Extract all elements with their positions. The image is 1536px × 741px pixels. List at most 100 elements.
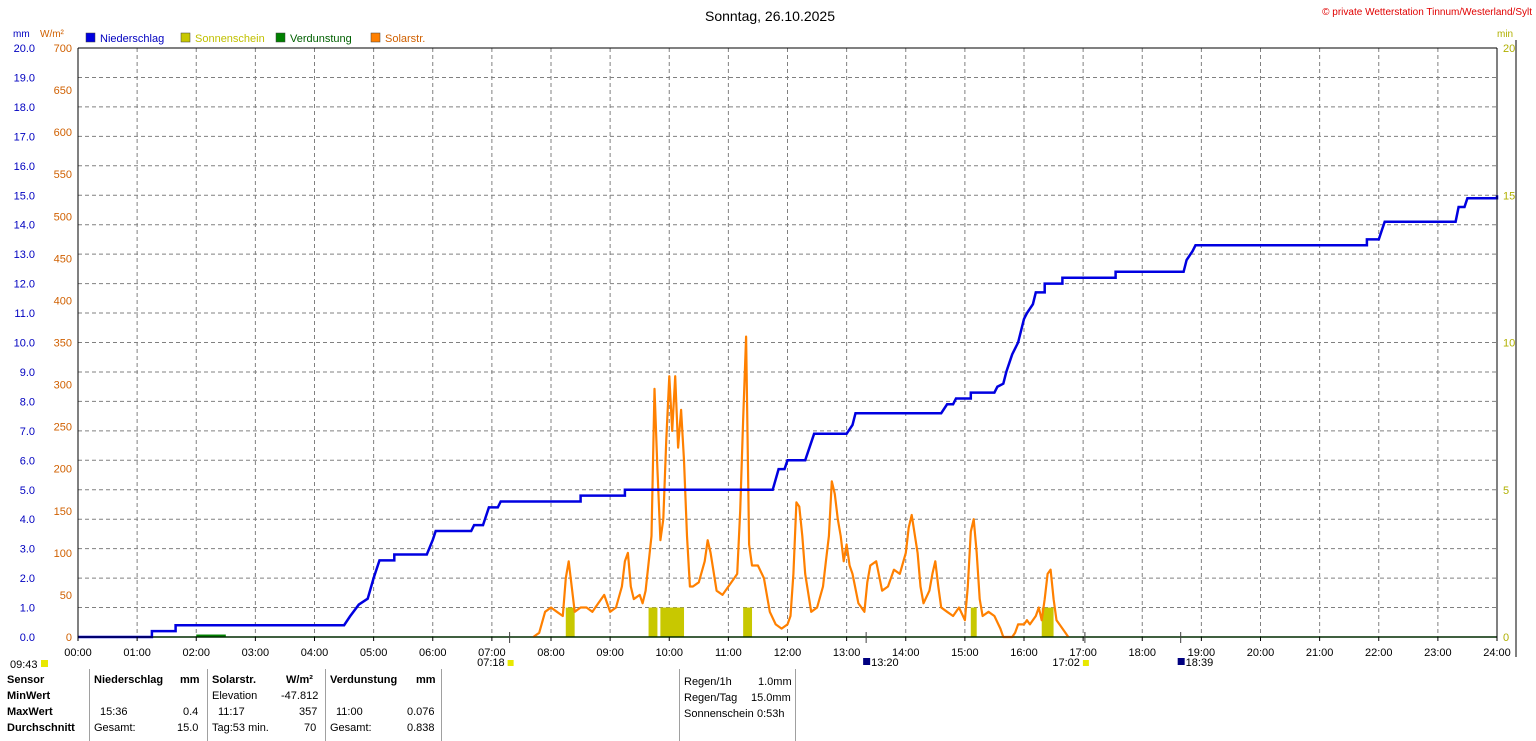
solar-avg-label: Tag:53 min. bbox=[212, 722, 269, 734]
x-tick-label: 24:00 bbox=[1483, 647, 1511, 659]
niederschlag-total-value: 15.0 bbox=[177, 722, 199, 734]
y-tick-w: 350 bbox=[54, 338, 72, 350]
x-tick-label: 19:00 bbox=[1188, 647, 1216, 659]
y-tick-mm: 6.0 bbox=[20, 455, 35, 467]
y-tick-mm: 4.0 bbox=[20, 514, 35, 526]
solar-avg-value: 70 bbox=[304, 722, 317, 734]
sonnenschein-bar bbox=[660, 607, 685, 637]
chart-legend: Niederschlag Sonnenschein Verdunstung Solar… bbox=[85, 32, 425, 45]
x-tick-label: 21:00 bbox=[1306, 647, 1334, 659]
x-tick-label: 12:00 bbox=[774, 647, 802, 659]
verdunstung-max-time: 11:00 bbox=[336, 706, 363, 718]
sonnenschein-bar bbox=[1041, 607, 1054, 637]
legend-swatch bbox=[370, 32, 381, 43]
weather-chart: 0.0 1.0 2.0 3.0 4.0 5.0 6.0 7.0 8.0 9.0 10.0 11.0 12… bbox=[10, 7, 1532, 669]
verdunstung-bar bbox=[196, 634, 226, 637]
x-tick-label: 05:00 bbox=[360, 647, 388, 659]
x-tick-label: 07:00 bbox=[478, 647, 506, 659]
y-tick-mm: 14.0 bbox=[14, 220, 35, 232]
y-tick-min: 20 bbox=[1503, 43, 1515, 55]
y-tick-min: 10 bbox=[1503, 338, 1515, 350]
marker-label: 18:39 bbox=[1186, 657, 1214, 669]
y-tick-mm: 0.0 bbox=[20, 632, 35, 644]
solar-unit: W/m² bbox=[286, 674, 313, 686]
y-tick-min: 15 bbox=[1503, 190, 1515, 202]
tick-labels: 0.0 1.0 2.0 3.0 4.0 5.0 6.0 7.0 8.0 9.0 10.0 11.0 12… bbox=[14, 43, 1516, 659]
regen-1h-label: Regen/1h bbox=[684, 676, 732, 688]
sonnenschein-bar bbox=[743, 607, 753, 637]
y-tick-w: 100 bbox=[54, 548, 72, 560]
regen-tag-value: 15.0mm bbox=[751, 692, 791, 704]
legend-swatch bbox=[85, 32, 96, 43]
y-tick-mm: 3.0 bbox=[20, 544, 35, 556]
x-tick-label: 10:00 bbox=[655, 647, 683, 659]
sonnenschein-bar bbox=[970, 607, 977, 637]
x-tick-label: 08:00 bbox=[537, 647, 565, 659]
chart-title: Sonntag, 26.10.2025 bbox=[705, 8, 835, 24]
y-tick-mm: 5.0 bbox=[20, 485, 35, 497]
y-tick-mm: 8.0 bbox=[20, 396, 35, 408]
y-tick-mm: 9.0 bbox=[20, 367, 35, 379]
unit-right-min: min bbox=[1497, 29, 1513, 40]
x-tick-label: 06:00 bbox=[419, 647, 447, 659]
unit-left-mm: mm bbox=[13, 29, 30, 40]
y-tick-mm: 15.0 bbox=[14, 190, 35, 202]
y-tick-mm: 2.0 bbox=[20, 573, 35, 585]
y-tick-w: 150 bbox=[54, 506, 72, 518]
solar-max-value: 357 bbox=[299, 706, 318, 718]
niederschlag-max-value: 0.4 bbox=[183, 706, 199, 718]
niederschlag-total-label: Gesamt: bbox=[94, 722, 136, 734]
niederschlag-unit: mm bbox=[180, 674, 200, 686]
x-tick-label: 11:00 bbox=[715, 647, 742, 659]
x-tick-label: 02:00 bbox=[182, 647, 210, 659]
row-label-avg: Durchschnitt bbox=[7, 722, 75, 734]
x-tick-label: 16:00 bbox=[1010, 647, 1038, 659]
verdunstung-unit: mm bbox=[416, 674, 436, 686]
y-tick-w: 600 bbox=[54, 127, 72, 139]
sonnenschein-value: 0:53h bbox=[757, 708, 785, 720]
x-tick-label: 04:00 bbox=[301, 647, 329, 659]
x-tick-label: 00:00 bbox=[64, 647, 92, 659]
sun-icon bbox=[507, 660, 514, 666]
y-tick-w: 450 bbox=[54, 253, 72, 265]
y-tick-mm: 7.0 bbox=[20, 426, 35, 438]
verdunstung-header: Verdunstung bbox=[330, 674, 398, 686]
bars-layer bbox=[196, 607, 1054, 637]
regen-tag-label: Regen/Tag bbox=[684, 692, 738, 704]
verdunstung-total-label: Gesamt: bbox=[330, 722, 372, 734]
sonnenschein-label: Sonnenschein bbox=[684, 708, 754, 720]
y-tick-w: 50 bbox=[60, 590, 72, 602]
marker-label: 07:18 bbox=[477, 657, 505, 669]
y-tick-w: 0 bbox=[66, 632, 72, 644]
y-tick-mm: 13.0 bbox=[14, 249, 35, 261]
legend-label: Niederschlag bbox=[100, 33, 164, 45]
y-tick-mm: 1.0 bbox=[20, 603, 35, 615]
x-tick-label: 17:00 bbox=[1069, 647, 1097, 659]
sonnenschein-bar bbox=[648, 607, 658, 637]
moon-icon bbox=[1177, 658, 1185, 665]
solar-line bbox=[532, 335, 1070, 639]
legend-label: Solarstr. bbox=[385, 33, 425, 45]
chart-grid bbox=[78, 48, 1497, 637]
y-tick-w: 200 bbox=[54, 464, 72, 476]
y-tick-w: 500 bbox=[54, 211, 72, 223]
legend-swatch bbox=[180, 32, 191, 43]
verdunstung-total-value: 0.838 bbox=[407, 722, 435, 734]
y-tick-mm: 17.0 bbox=[14, 131, 35, 143]
x-tick-label: 01:00 bbox=[123, 647, 151, 659]
solar-min-label: Elevation bbox=[212, 690, 258, 702]
sonnenschein-bar bbox=[565, 607, 575, 637]
niederschlag-max-time: 15:36 bbox=[100, 706, 128, 718]
solar-header: Solarstr. bbox=[212, 674, 257, 686]
legend-label: Verdunstung bbox=[290, 33, 352, 45]
sun-icon bbox=[1082, 660, 1089, 666]
y-tick-w: 400 bbox=[54, 295, 72, 307]
copyright-text: © private Wetterstation Tinnum/Westerlan… bbox=[1322, 7, 1532, 18]
y-tick-w: 250 bbox=[54, 422, 72, 434]
legend-label: Sonnenschein bbox=[195, 33, 265, 45]
regen-1h-value: 1.0mm bbox=[758, 676, 792, 688]
marker-label: 17:02 bbox=[1052, 657, 1080, 669]
chart-axes bbox=[77, 40, 1517, 657]
x-tick-label: 09:00 bbox=[596, 647, 624, 659]
row-label-max: MaxWert bbox=[7, 706, 53, 718]
